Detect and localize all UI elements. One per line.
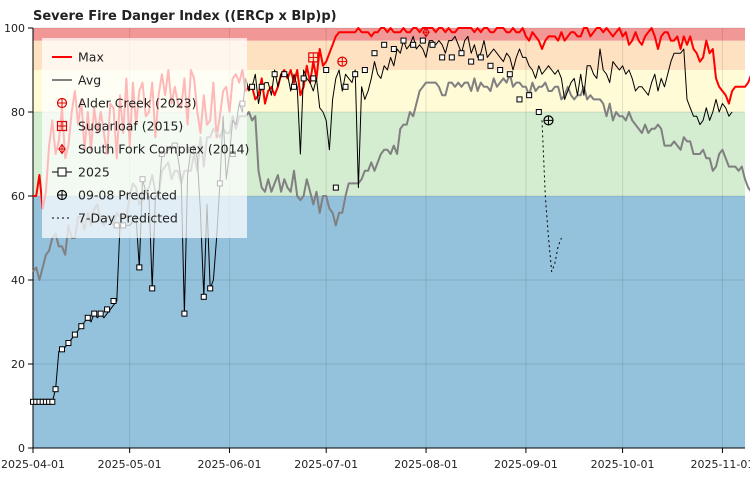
legend-label-4: South Fork Complex (2014) bbox=[78, 142, 249, 157]
marker-2025-48 bbox=[419, 37, 426, 44]
marker-2025-38 bbox=[323, 67, 330, 73]
marker-2025-12 bbox=[84, 314, 91, 321]
legend-label-5: 2025 bbox=[78, 165, 110, 180]
marker-2025-52 bbox=[458, 50, 465, 57]
legend-label-6: 09-08 Predicted bbox=[78, 188, 177, 203]
marker-2025-47 bbox=[410, 41, 417, 48]
marker-2025-26 bbox=[200, 293, 207, 300]
marker-2025-41 bbox=[352, 71, 359, 78]
x-tick-label-0: 2025-04-01 bbox=[1, 458, 65, 471]
marker-2025-8 bbox=[58, 346, 65, 353]
legend-item-7: 7-Day Predicted bbox=[52, 211, 178, 226]
legend-item-6: 09-08 Predicted bbox=[56, 188, 177, 203]
legend-item-4: South Fork Complex (2014) bbox=[58, 142, 249, 157]
marker-2025-33 bbox=[271, 71, 278, 78]
legend-label-0: Max bbox=[78, 50, 104, 65]
legend-item-1: Avg bbox=[52, 73, 101, 88]
marker-2025-59 bbox=[526, 92, 533, 99]
marker-2025-7 bbox=[52, 386, 59, 393]
x-tick-label-3: 2025-07-01 bbox=[294, 458, 358, 471]
legend-swatch-2025-square bbox=[57, 167, 67, 177]
y-tick-label-2: 40 bbox=[11, 274, 25, 287]
legend-box bbox=[42, 38, 247, 238]
marker-2025-10 bbox=[71, 331, 78, 338]
legend-item-3: Sugarloaf (2015) bbox=[56, 119, 183, 134]
x-tick-label-7: 2025-11-01 bbox=[690, 458, 750, 471]
x-tick-label-1: 2025-05-01 bbox=[98, 458, 162, 471]
marker-2025-15 bbox=[104, 306, 111, 313]
x-tick-label-6: 2025-10-01 bbox=[591, 458, 655, 471]
x-tick-label-5: 2025-09-01 bbox=[494, 458, 558, 471]
x-tick-labels: 2025-04-01 2025-05-01 2025-06-01 2025-07-01… bbox=[1, 458, 750, 471]
marker-2025-14 bbox=[97, 310, 104, 317]
marker-2025-46 bbox=[400, 37, 407, 44]
chart-title: Severe Fire Danger Index ((ERCp x BIp)p) bbox=[33, 9, 337, 24]
series-line-7-day-predicted bbox=[541, 120, 562, 273]
legend-item-2: Alder Creek (2023) bbox=[56, 96, 197, 111]
marker-2025-58 bbox=[516, 96, 523, 103]
fire-marker-1 bbox=[308, 52, 319, 63]
y-tick-label-4: 80 bbox=[11, 106, 25, 119]
marker-2025-13 bbox=[91, 310, 98, 317]
marker-2025-49 bbox=[429, 41, 436, 48]
y-tick-label-0: 0 bbox=[18, 442, 25, 455]
legend-label-3: Sugarloaf (2015) bbox=[78, 119, 183, 134]
marker-2025-54 bbox=[477, 54, 484, 61]
x-tick-label-4: 2025-08-01 bbox=[394, 458, 458, 471]
marker-2025-34 bbox=[281, 71, 288, 78]
marker-2025-57 bbox=[506, 71, 513, 78]
fire-marker-0 bbox=[337, 56, 348, 67]
marker-2025-43 bbox=[371, 50, 378, 57]
marker-2025-32 bbox=[258, 83, 265, 90]
fire-marker-2 bbox=[422, 26, 430, 38]
legend-swatch-predicted bbox=[56, 189, 68, 201]
predicted-point-marker bbox=[543, 115, 554, 126]
marker-2025-55 bbox=[487, 62, 494, 69]
marker-2025-44 bbox=[381, 41, 388, 48]
legend-swatch-alder-creek bbox=[56, 97, 68, 109]
marker-2025-56 bbox=[497, 67, 504, 73]
y-tick-label-3: 60 bbox=[11, 190, 25, 203]
marker-2025-53 bbox=[468, 58, 475, 65]
marker-2025-39 bbox=[332, 184, 339, 191]
marker-2025-11 bbox=[78, 323, 85, 330]
legend-item-0: Max bbox=[52, 50, 104, 65]
x-tick-label-2: 2025-06-01 bbox=[198, 458, 262, 471]
y-tick-label-1: 20 bbox=[11, 358, 25, 371]
legend-swatch-south-fork bbox=[58, 143, 66, 155]
marker-2025-27 bbox=[207, 285, 214, 292]
marker-2025-45 bbox=[390, 46, 397, 52]
y-tick-label-5: 100 bbox=[4, 22, 25, 35]
y-tick-labels: 0 20 40 60 80 100 bbox=[4, 22, 25, 455]
legend-label-1: Avg bbox=[78, 73, 101, 88]
legend-item-5: 2025 bbox=[52, 165, 110, 180]
marker-2025-36 bbox=[300, 75, 307, 82]
marker-2025-16 bbox=[110, 298, 117, 304]
marker-2025-31 bbox=[249, 83, 256, 90]
marker-2025-6 bbox=[49, 398, 56, 405]
marker-2025-9 bbox=[65, 340, 72, 346]
marker-2025-42 bbox=[361, 67, 368, 73]
marker-2025-50 bbox=[439, 54, 446, 61]
axes bbox=[28, 27, 745, 453]
legend-label-2: Alder Creek (2023) bbox=[78, 96, 197, 111]
legend-swatch-sugarloaf bbox=[56, 120, 68, 132]
marker-2025-37 bbox=[310, 75, 317, 82]
marker-2025-35 bbox=[290, 83, 297, 90]
marker-2025-40 bbox=[342, 83, 349, 90]
marker-2025-21 bbox=[149, 285, 156, 292]
legend-label-7: 7-Day Predicted bbox=[78, 211, 178, 226]
marker-2025-51 bbox=[448, 54, 455, 61]
marker-2025-24 bbox=[181, 310, 188, 317]
marker-2025-60 bbox=[535, 109, 542, 115]
legend: Max Avg Alder Creek (2023) Sugarloaf (2015)… bbox=[42, 38, 249, 238]
marker-2025-19 bbox=[136, 264, 143, 271]
